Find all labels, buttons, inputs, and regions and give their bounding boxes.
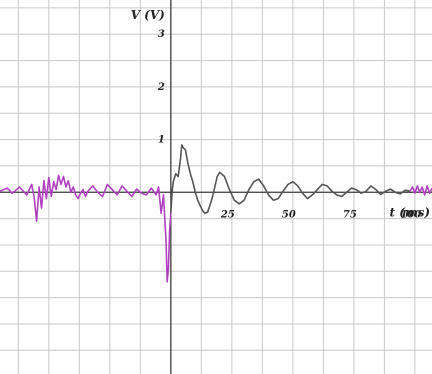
- x-axis-label: t (ms): [389, 205, 430, 219]
- x-tick-label: 75: [343, 209, 357, 220]
- y-tick-label: 1: [158, 135, 165, 146]
- y-tick-label: 3: [158, 29, 165, 40]
- x-tick-label: 25: [220, 209, 235, 220]
- series-line-2: [170, 144, 411, 215]
- y-tick-label: 2: [157, 82, 165, 93]
- x-tick-label: 100: [400, 209, 421, 220]
- x-tick-label: 50: [282, 209, 296, 220]
- series-line-1: [0, 174, 172, 283]
- labels: 25 50 75 100 1 2 3 t (ms) V (V): [131, 8, 430, 220]
- y-axis-label: V (V): [131, 8, 165, 22]
- signal-traces: [0, 144, 432, 283]
- series-line-3: [409, 185, 432, 196]
